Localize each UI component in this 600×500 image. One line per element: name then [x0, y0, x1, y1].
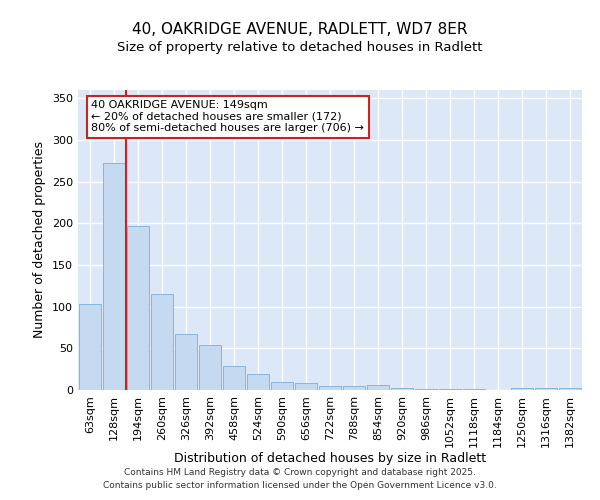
Bar	[271, 382, 293, 390]
Bar	[79, 304, 101, 390]
X-axis label: Distribution of detached houses by size in Radlett: Distribution of detached houses by size …	[174, 452, 486, 466]
Bar	[439, 389, 461, 390]
Bar	[463, 389, 485, 390]
Bar	[343, 386, 365, 390]
Bar	[223, 366, 245, 390]
Bar	[199, 345, 221, 390]
Bar	[535, 388, 557, 390]
Text: 40 OAKRIDGE AVENUE: 149sqm
← 20% of detached houses are smaller (172)
80% of sem: 40 OAKRIDGE AVENUE: 149sqm ← 20% of deta…	[91, 100, 364, 133]
Text: Size of property relative to detached houses in Radlett: Size of property relative to detached ho…	[117, 41, 483, 54]
Bar	[391, 388, 413, 390]
Bar	[511, 388, 533, 390]
Text: Contains public sector information licensed under the Open Government Licence v3: Contains public sector information licen…	[103, 480, 497, 490]
Bar	[559, 388, 581, 390]
Bar	[319, 386, 341, 390]
Bar	[175, 334, 197, 390]
Bar	[247, 374, 269, 390]
Bar	[127, 226, 149, 390]
Text: Contains HM Land Registry data © Crown copyright and database right 2025.: Contains HM Land Registry data © Crown c…	[124, 468, 476, 477]
Bar	[103, 164, 125, 390]
Bar	[415, 389, 437, 390]
Y-axis label: Number of detached properties: Number of detached properties	[34, 142, 46, 338]
Bar	[295, 382, 317, 390]
Bar	[367, 385, 389, 390]
Text: 40, OAKRIDGE AVENUE, RADLETT, WD7 8ER: 40, OAKRIDGE AVENUE, RADLETT, WD7 8ER	[132, 22, 468, 38]
Bar	[151, 294, 173, 390]
